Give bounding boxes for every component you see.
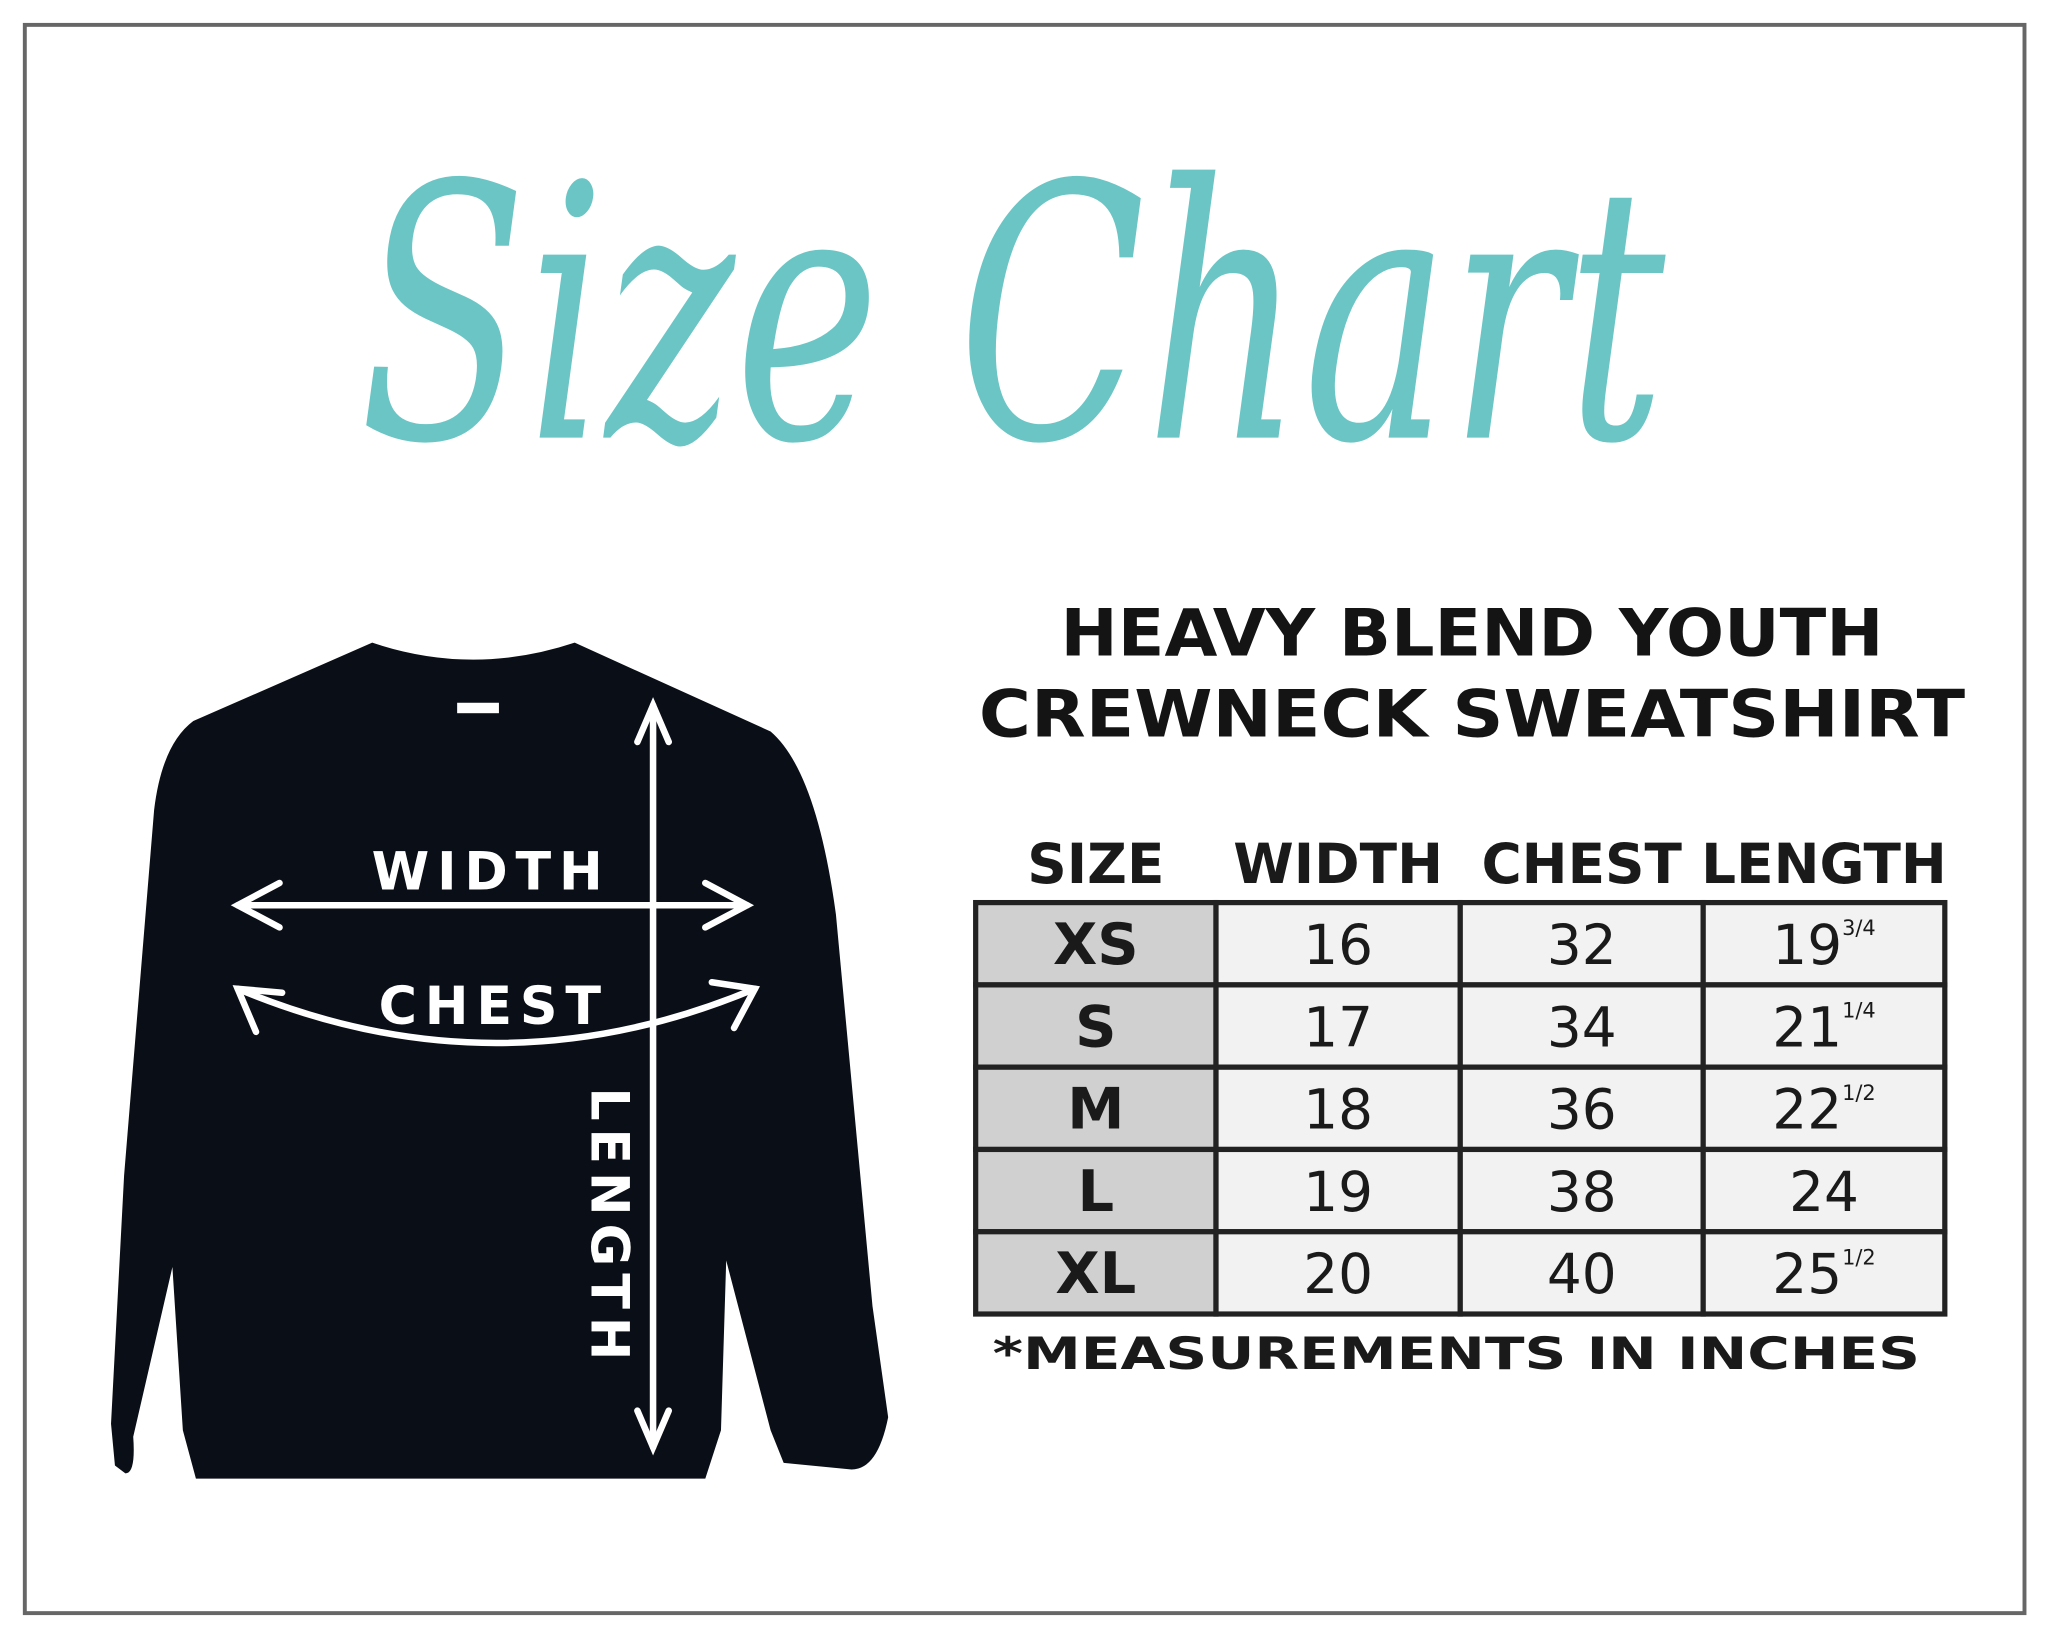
column-header-length: LENGTH	[1701, 832, 1947, 896]
cell-length-fraction: 1/2	[1842, 1245, 1876, 1269]
cell-width: 20	[1303, 1242, 1373, 1306]
sweatshirt-silhouette	[111, 642, 889, 1479]
cell-size-value: M	[1067, 1076, 1124, 1143]
table-row: XS 16 32 193/4	[973, 899, 1948, 988]
cell-chest: 36	[1547, 1078, 1617, 1142]
product-heading-line2: CREWNECK SWEATSHIRT	[979, 677, 1966, 753]
cell-chest-value: 38	[1547, 1160, 1617, 1224]
cell-size-value: L	[1078, 1158, 1115, 1225]
cell-size-value: S	[1075, 993, 1116, 1060]
table-cell-bg	[1457, 1229, 1706, 1317]
column-header-chest: CHEST	[1481, 832, 1682, 896]
sweatshirt-diagram: WIDTH CHEST LENGTH	[111, 642, 889, 1479]
cell-size-value: XL	[1055, 1240, 1136, 1307]
measurement-footnote: *MEASUREMENTS IN INCHES	[993, 1329, 1920, 1380]
table-cell-bg	[1457, 1064, 1706, 1153]
cell-length-fraction: 1/2	[1842, 1081, 1876, 1105]
column-header-size: SIZE	[1027, 832, 1164, 896]
cell-width-value: 16	[1303, 913, 1373, 977]
cell-chest: 34	[1547, 995, 1617, 1059]
cell-length: 24	[1789, 1160, 1859, 1224]
cell-width-value: 17	[1303, 995, 1373, 1059]
table-cell-bg	[1700, 1229, 1948, 1317]
length-arrow-bottom-head	[634, 1407, 672, 1456]
cell-width: 18	[1303, 1078, 1373, 1142]
cell-length: 193/4	[1772, 913, 1875, 977]
table-row: S 17 34 211/4	[973, 982, 1948, 1070]
length-label: LENGTH	[579, 1087, 639, 1368]
cell-length-value: 22	[1772, 1078, 1842, 1142]
cell-chest-value: 32	[1547, 913, 1617, 977]
product-heading-line1: HEAVY BLEND YOUTH	[1061, 596, 1884, 672]
size-chart-title: Size Chart	[359, 112, 1666, 522]
cell-length-value: 24	[1789, 1160, 1859, 1224]
cell-size: XL	[1055, 1240, 1136, 1307]
width-arrow-right-head	[702, 879, 755, 931]
cell-chest: 32	[1547, 913, 1617, 977]
chest-label: CHEST	[379, 977, 609, 1037]
cell-width-value: 18	[1303, 1078, 1373, 1142]
cell-width-value: 19	[1303, 1160, 1373, 1224]
cell-length-value: 25	[1772, 1242, 1842, 1306]
cell-size: XS	[1053, 911, 1139, 978]
cell-length-fraction: 3/4	[1842, 916, 1876, 940]
cell-size: S	[1075, 993, 1116, 1060]
cell-length: 221/2	[1772, 1078, 1875, 1142]
width-label: WIDTH	[372, 843, 611, 903]
chest-arrow-right-head	[708, 978, 760, 1032]
length-arrow-top-head	[634, 697, 672, 746]
cell-chest: 38	[1547, 1160, 1617, 1224]
cell-width: 17	[1303, 995, 1373, 1059]
table-row: L 19 38 24	[973, 1146, 1948, 1235]
table-cell-bg	[1213, 1064, 1463, 1153]
cell-size-value: XS	[1053, 911, 1139, 978]
table-row: XL 20 40 251/2	[973, 1229, 1948, 1317]
cell-length-value: 19	[1772, 913, 1842, 977]
column-header-width: WIDTH	[1233, 832, 1443, 896]
cell-chest: 40	[1547, 1242, 1617, 1306]
table-row: M 18 36 221/2	[973, 1064, 1948, 1153]
cell-size: M	[1067, 1076, 1124, 1143]
chest-arrow-left-head	[232, 985, 286, 1036]
cell-length: 251/2	[1772, 1242, 1875, 1306]
width-arrow-left-head	[230, 879, 283, 931]
cell-width: 19	[1303, 1160, 1373, 1224]
cell-width-value: 20	[1303, 1242, 1373, 1306]
cell-chest-value: 34	[1547, 995, 1617, 1059]
cell-chest-value: 40	[1547, 1242, 1617, 1306]
cell-size: L	[1078, 1158, 1115, 1225]
cell-width: 16	[1303, 913, 1373, 977]
cell-length-fraction: 1/4	[1842, 999, 1876, 1023]
cell-length-value: 21	[1772, 995, 1842, 1059]
cell-chest-value: 36	[1547, 1078, 1617, 1142]
neck-tag	[457, 702, 499, 714]
chest-arc-arrow	[234, 985, 759, 1047]
cell-length: 211/4	[1772, 995, 1875, 1059]
